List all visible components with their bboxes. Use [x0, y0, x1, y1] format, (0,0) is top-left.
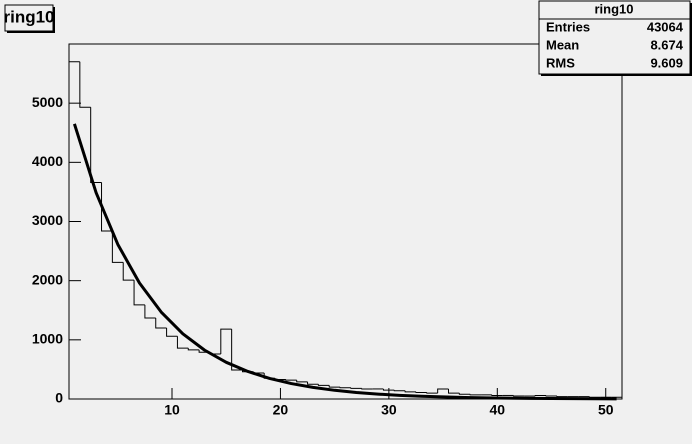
x-tick-label: 10 — [164, 402, 180, 418]
histogram-bin — [328, 385, 341, 388]
plot-frame — [68, 43, 623, 400]
stats-box — [538, 0, 691, 75]
histogram-bin — [144, 304, 156, 319]
stats-title: ring10 — [594, 1, 633, 16]
histogram-bin — [350, 387, 362, 389]
histogram-bin — [415, 391, 427, 393]
histogram-bin — [155, 317, 167, 329]
histogram-bin — [90, 107, 102, 183]
histogram-bin — [122, 262, 135, 281]
histogram-bin — [166, 328, 178, 337]
stats-value: 8.674 — [650, 37, 683, 52]
x-tick-label: 50 — [598, 402, 614, 418]
stats-label: RMS — [546, 55, 575, 70]
histogram-bin — [339, 387, 351, 389]
title-box — [4, 4, 54, 32]
stats-label: Mean — [546, 37, 579, 52]
histogram-bin — [133, 280, 145, 306]
histogram-bin — [231, 329, 243, 371]
histogram-bin — [111, 230, 124, 263]
histogram-bin — [458, 393, 471, 395]
histogram-bin — [307, 381, 319, 385]
histogram-bin — [611, 396, 623, 399]
y-tick-label: 1000 — [32, 331, 63, 347]
histogram-bin — [317, 384, 330, 386]
y-tick-label: 4000 — [32, 153, 63, 169]
x-tick-label: 30 — [381, 402, 397, 418]
x-tick-label: 20 — [273, 402, 289, 418]
histogram-bin — [393, 390, 406, 392]
histogram-bin — [176, 336, 189, 349]
histogram-bin — [361, 388, 373, 390]
histogram-bin — [534, 394, 547, 397]
histogram-bin — [513, 395, 525, 397]
histogram-bin — [448, 388, 460, 394]
chart-title: ring10 — [3, 7, 54, 26]
histogram-bin — [404, 390, 416, 393]
histogram-bin — [220, 328, 232, 355]
histogram-bin — [382, 388, 395, 391]
fit-curve — [72, 123, 617, 401]
x-tick-label: 40 — [490, 402, 506, 418]
histogram-bin — [187, 348, 200, 351]
histogram-bin — [491, 394, 503, 396]
stats-value: 9.609 — [650, 55, 683, 70]
histogram-bin — [426, 392, 438, 394]
y-tick-label: 3000 — [32, 212, 63, 228]
y-tick-label: 0 — [55, 390, 63, 406]
histogram-bin — [545, 395, 557, 397]
histogram-bin — [101, 182, 113, 232]
stats-label: Entries — [546, 19, 590, 34]
histogram-bin — [68, 61, 80, 399]
y-tick-label: 5000 — [32, 94, 63, 110]
stats-value: 43064 — [647, 19, 684, 34]
histogram-bin — [437, 388, 449, 394]
histogram-bin — [79, 61, 91, 108]
y-tick-label: 2000 — [32, 271, 63, 287]
histogram-bin — [556, 396, 568, 398]
histogram-bin — [469, 394, 482, 396]
histogram-bin — [285, 379, 297, 381]
histogram-bin — [296, 380, 308, 383]
